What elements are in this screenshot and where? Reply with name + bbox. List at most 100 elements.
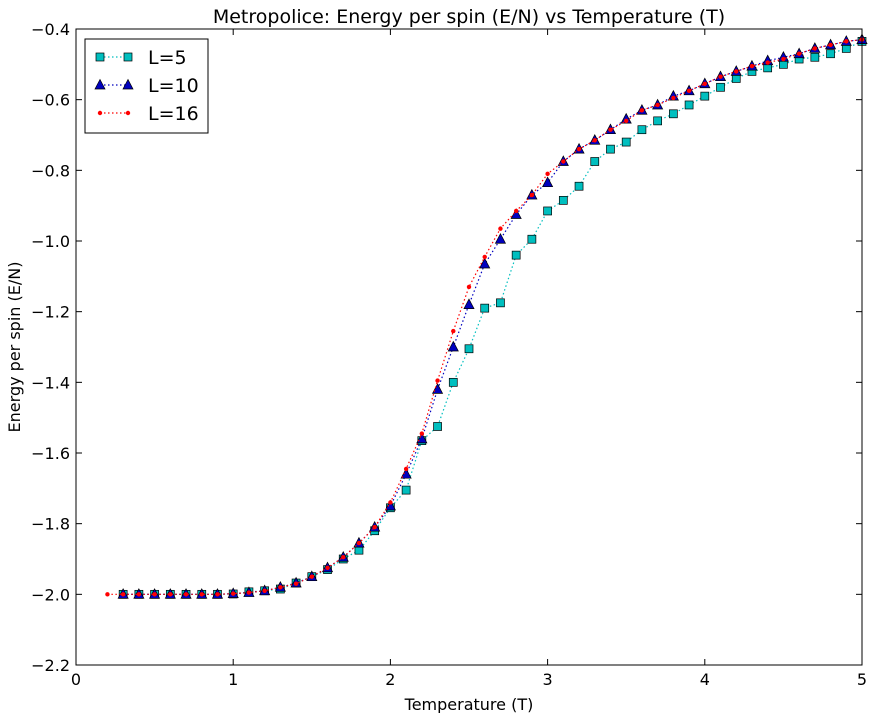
data-point: [183, 592, 189, 597]
y-tick-label: −1.2: [31, 303, 70, 322]
data-point: [844, 39, 849, 44]
x-tick-label: 3: [543, 670, 553, 689]
legend-item: L=5: [95, 47, 187, 69]
data-point: [341, 555, 346, 560]
data-point: [620, 112, 632, 124]
data-point: [716, 82, 725, 92]
legend-marker: [122, 78, 134, 90]
data-point: [558, 196, 568, 205]
data-point: [419, 431, 425, 436]
y-axis: −2.2 −2.0 −1.8 −1.6 −1.4 −1.2 −1.0 −0.8 −0.6 −0.4: [31, 20, 862, 675]
data-point: [152, 592, 157, 597]
data-point: [828, 42, 833, 48]
series-line: [123, 40, 863, 595]
data-point: [120, 592, 126, 597]
data-point: [105, 592, 110, 597]
y-axis-label: Energy per spin (E/N): [5, 262, 24, 433]
x-tick-label: 5: [857, 670, 867, 689]
data-point: [810, 52, 820, 62]
data-point: [606, 144, 615, 154]
data-point: [448, 377, 458, 387]
data-point: [574, 181, 584, 191]
data-point: [388, 500, 393, 505]
x-tick-label: 1: [228, 670, 238, 689]
data-point: [781, 56, 786, 62]
data-point: [466, 284, 472, 290]
data-point: [639, 108, 645, 113]
data-point: [608, 127, 613, 132]
legend-label: L=10: [148, 75, 199, 97]
y-tick-label: −0.6: [31, 91, 70, 110]
data-point: [278, 585, 283, 590]
data-point: [543, 206, 552, 216]
data-point: [812, 46, 818, 51]
data-point: [451, 328, 456, 334]
data-point: [435, 378, 440, 383]
legend: L=5 L=10 L=16: [84, 38, 209, 134]
x-axis: 0 1 2 3 4 5: [71, 29, 867, 689]
data-point: [667, 89, 679, 101]
data-point: [669, 109, 678, 119]
series-line: [107, 39, 863, 595]
series-layer: [105, 33, 868, 599]
y-tick-label: −2.0: [31, 585, 70, 604]
data-point: [684, 100, 694, 110]
data-point: [447, 340, 459, 352]
data-point: [671, 95, 676, 101]
data-point: [356, 540, 362, 546]
data-point: [718, 74, 723, 79]
data-point: [494, 232, 507, 244]
data-point: [590, 157, 600, 166]
y-tick-label: −0.8: [31, 161, 70, 180]
data-point: [431, 383, 444, 394]
data-point: [686, 88, 692, 94]
data-point: [231, 591, 236, 596]
data-point: [168, 592, 173, 597]
series-2: [117, 33, 868, 599]
series-line: [123, 39, 863, 595]
data-point: [463, 298, 475, 309]
data-point: [199, 592, 204, 597]
legend-marker: [95, 52, 105, 62]
data-point: [700, 91, 710, 101]
data-point: [734, 69, 739, 74]
chart-title: Metropolice: Energy per spin (E/N) vs Te…: [213, 6, 725, 28]
data-point: [592, 138, 597, 143]
legend-marker: [94, 78, 106, 90]
legend-label: L=16: [148, 103, 199, 125]
data-point: [136, 592, 142, 597]
legend-item: L=16: [97, 103, 199, 125]
x-tick-label: 4: [700, 670, 710, 689]
y-tick-label: −2.2: [31, 656, 70, 675]
data-point: [702, 81, 707, 86]
x-tick-label: 2: [385, 670, 395, 689]
data-point: [262, 588, 267, 593]
legend-marker: [123, 52, 133, 62]
data-point: [545, 171, 550, 177]
data-point: [653, 116, 662, 126]
data-point: [480, 303, 490, 313]
y-tick-label: −0.4: [31, 20, 70, 39]
data-point: [624, 118, 629, 124]
data-point: [293, 581, 299, 586]
legend-marker: [125, 110, 131, 116]
data-point: [826, 49, 835, 59]
data-point: [637, 125, 647, 135]
data-point: [527, 234, 537, 244]
data-point: [401, 485, 411, 495]
series-3: [105, 37, 865, 597]
y-tick-label: −1.0: [31, 232, 70, 251]
legend-box: [84, 38, 209, 134]
data-point: [513, 208, 519, 214]
data-point: [529, 192, 535, 198]
data-point: [482, 254, 487, 260]
data-point: [215, 592, 220, 597]
data-point: [621, 137, 631, 147]
data-point: [749, 63, 755, 69]
data-point: [796, 51, 802, 56]
x-tick-label: 0: [71, 670, 81, 689]
series-1: [118, 37, 867, 599]
y-tick-label: −1.4: [31, 373, 70, 392]
y-tick-label: −1.6: [31, 444, 70, 463]
